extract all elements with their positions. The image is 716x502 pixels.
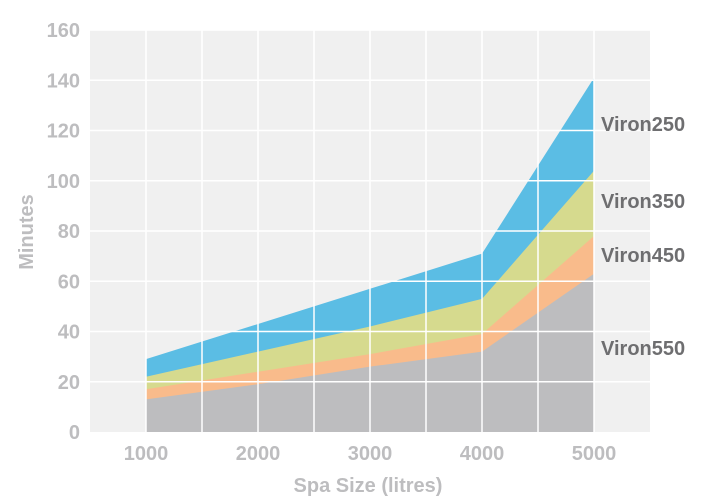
series-label-viron250: Viron250 bbox=[601, 114, 685, 136]
x-tick-label: 1000 bbox=[124, 443, 169, 465]
x-tick-label: 4000 bbox=[460, 443, 505, 465]
y-tick-label: 140 bbox=[47, 70, 80, 92]
y-tick-label: 80 bbox=[58, 221, 80, 243]
x-axis-title: Spa Size (litres) bbox=[294, 475, 443, 497]
y-tick-label: 0 bbox=[69, 422, 80, 444]
series-label-viron450: Viron450 bbox=[601, 245, 685, 267]
y-axis-title: Minutes bbox=[16, 194, 38, 270]
x-tick-label: 3000 bbox=[348, 443, 393, 465]
y-tick-label: 160 bbox=[47, 20, 80, 42]
x-tick-label: 5000 bbox=[572, 443, 617, 465]
y-tick-label: 100 bbox=[47, 171, 80, 193]
y-tick-label: 120 bbox=[47, 121, 80, 143]
x-tick-label: 2000 bbox=[236, 443, 281, 465]
y-tick-label: 60 bbox=[58, 271, 80, 293]
y-tick-label: 40 bbox=[58, 322, 80, 344]
y-tick-label: 20 bbox=[58, 372, 80, 394]
series-label-viron550: Viron550 bbox=[601, 338, 685, 360]
series-label-viron350: Viron350 bbox=[601, 191, 685, 213]
